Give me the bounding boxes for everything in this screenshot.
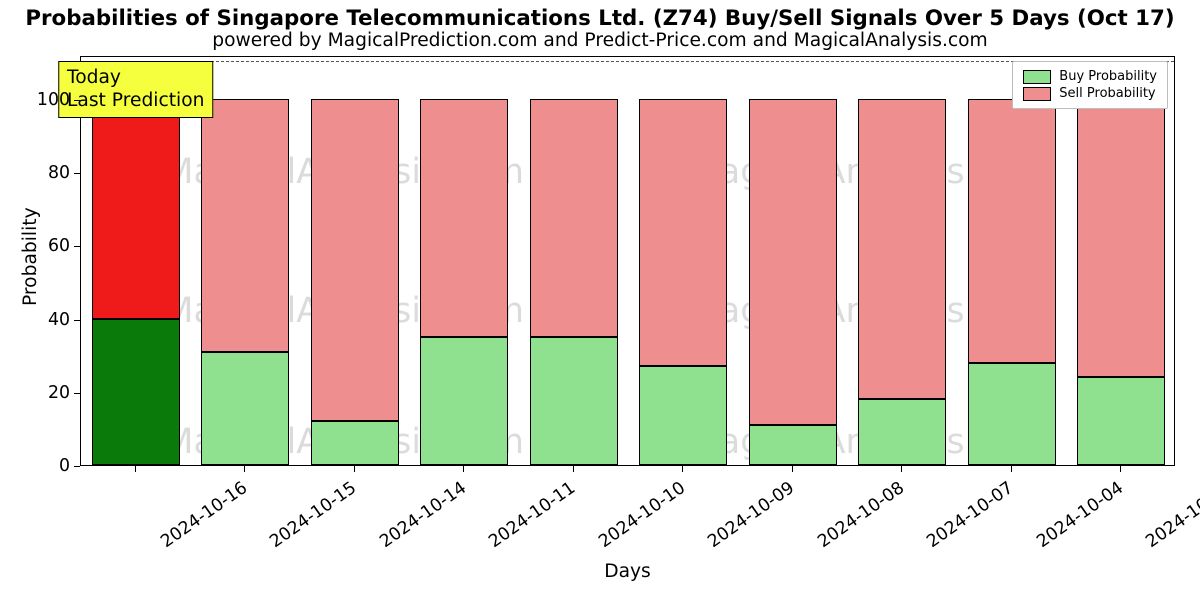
legend-item: Buy Probability xyxy=(1023,68,1157,85)
legend-label: Sell Probability xyxy=(1059,86,1155,101)
y-tick-label: 60 xyxy=(30,236,70,256)
y-tick-mark xyxy=(74,100,80,101)
today-annotation-line1: Today xyxy=(67,66,204,89)
x-tick-mark xyxy=(1011,466,1012,472)
legend-item: Sell Probability xyxy=(1023,85,1157,102)
x-tick-mark xyxy=(682,466,683,472)
x-tick-mark xyxy=(244,466,245,472)
x-tick-label: 2024-10-07 xyxy=(923,478,1017,552)
bar-sell xyxy=(530,99,618,337)
bar-group xyxy=(639,57,727,465)
bar-group xyxy=(420,57,508,465)
bar-buy xyxy=(1077,377,1165,465)
bar-buy xyxy=(749,425,837,465)
y-tick-label: 100 xyxy=(30,90,70,110)
bar-sell xyxy=(968,99,1056,363)
bar-group xyxy=(530,57,618,465)
x-tick-mark xyxy=(354,466,355,472)
bar-buy xyxy=(530,337,618,465)
bar-sell xyxy=(311,99,399,421)
x-tick-mark xyxy=(901,466,902,472)
bar-buy xyxy=(858,399,946,465)
bar-sell xyxy=(92,99,180,319)
y-tick-label: 20 xyxy=(30,383,70,403)
figure: Probabilities of Singapore Telecommunica… xyxy=(0,0,1200,600)
x-tick-mark xyxy=(1120,466,1121,472)
y-tick-mark xyxy=(74,393,80,394)
x-tick-mark xyxy=(792,466,793,472)
bar-group xyxy=(201,57,289,465)
bar-sell xyxy=(858,99,946,399)
bar-buy xyxy=(311,421,399,465)
today-annotation-line2: Last Prediction xyxy=(67,89,204,112)
bar-buy xyxy=(92,319,180,465)
y-tick-label: 80 xyxy=(30,163,70,183)
plot-area: MagicalAnalysis.comMagicalAnalysis.comMa… xyxy=(81,57,1174,465)
bar-group xyxy=(858,57,946,465)
x-tick-label: 2024-10-10 xyxy=(595,478,689,552)
chart-subtitle: powered by MagicalPrediction.com and Pre… xyxy=(0,30,1200,51)
x-tick-label: 2024-10-04 xyxy=(1033,478,1127,552)
y-tick-mark xyxy=(74,320,80,321)
y-tick-label: 0 xyxy=(30,456,70,476)
x-tick-label: 2024-10-15 xyxy=(266,478,360,552)
bar-group xyxy=(968,57,1056,465)
bar-buy xyxy=(968,363,1056,466)
bar-group xyxy=(1077,57,1165,465)
x-tick-label: 2024-10-09 xyxy=(704,478,798,552)
bar-group xyxy=(749,57,837,465)
x-tick-label: 2024-10-11 xyxy=(485,478,579,552)
bar-group xyxy=(311,57,399,465)
y-tick-mark xyxy=(74,466,80,467)
x-tick-mark xyxy=(135,466,136,472)
bar-buy xyxy=(201,352,289,465)
bar-sell xyxy=(201,99,289,352)
legend-swatch xyxy=(1023,70,1051,84)
bar-sell xyxy=(420,99,508,337)
today-annotation: TodayLast Prediction xyxy=(58,61,213,118)
x-tick-label: 2024-10-03 xyxy=(1142,478,1200,552)
y-tick-mark xyxy=(74,246,80,247)
bar-sell xyxy=(1077,99,1165,377)
bar-buy xyxy=(420,337,508,465)
plot-frame: MagicalAnalysis.comMagicalAnalysis.comMa… xyxy=(80,56,1175,466)
chart-title: Probabilities of Singapore Telecommunica… xyxy=(0,6,1200,31)
x-axis-label: Days xyxy=(80,561,1175,582)
x-tick-label: 2024-10-14 xyxy=(376,478,470,552)
bar-buy xyxy=(639,366,727,465)
bar-group xyxy=(92,57,180,465)
x-tick-label: 2024-10-08 xyxy=(814,478,908,552)
x-tick-label: 2024-10-16 xyxy=(157,478,251,552)
y-axis-label: Probability xyxy=(20,207,41,306)
y-tick-mark xyxy=(74,173,80,174)
bar-sell xyxy=(639,99,727,366)
legend-swatch xyxy=(1023,87,1051,101)
x-tick-mark xyxy=(573,466,574,472)
legend: Buy Probability Sell Probability xyxy=(1012,61,1168,109)
legend-label: Buy Probability xyxy=(1059,69,1157,84)
x-tick-mark xyxy=(463,466,464,472)
y-tick-label: 40 xyxy=(30,310,70,330)
bar-sell xyxy=(749,99,837,425)
